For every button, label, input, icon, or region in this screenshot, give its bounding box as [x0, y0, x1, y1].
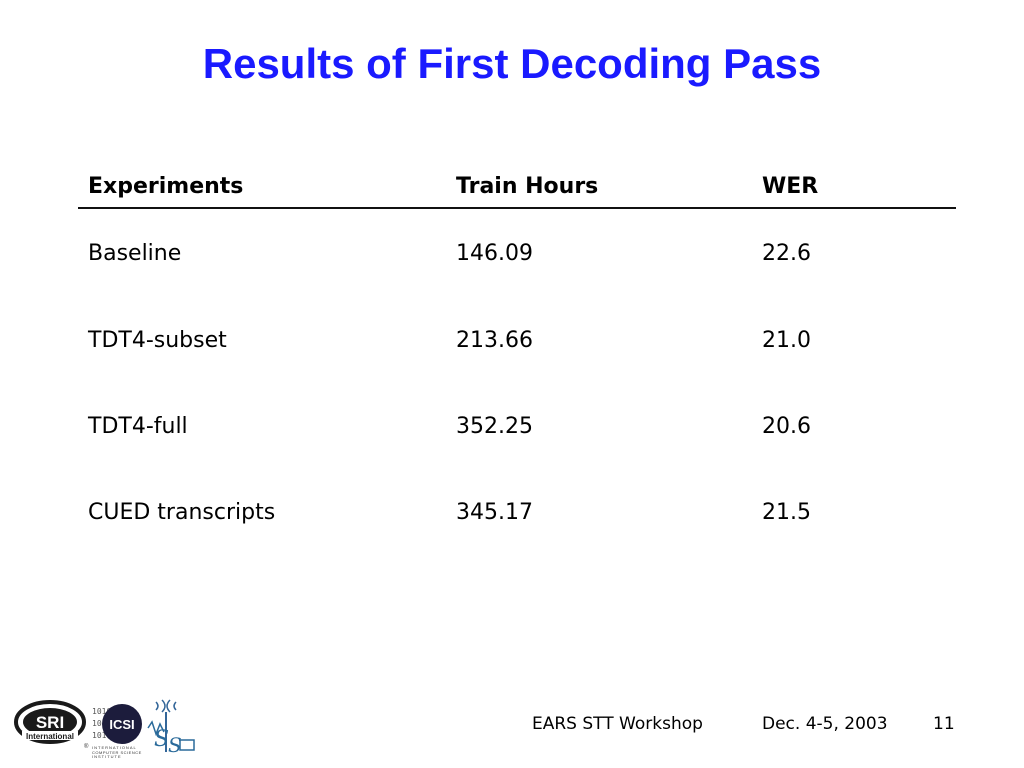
- svg-text:INTERNATIONAL: INTERNATIONAL: [92, 745, 137, 750]
- footer-date: Dec. 4-5, 2003: [762, 714, 888, 734]
- table-header: Experiments Train Hours WER: [78, 165, 956, 209]
- cell-experiment: TDT4-full: [88, 413, 188, 439]
- cell-experiment: Baseline: [88, 240, 182, 266]
- svg-text:1010: 1010: [92, 719, 111, 728]
- results-table: Experiments Train Hours WER Baseline 146…: [78, 165, 956, 555]
- svg-text:1010: 1010: [92, 707, 111, 716]
- svg-text:INSTITUTE: INSTITUTE: [92, 754, 122, 758]
- header-train-hours: Train Hours: [456, 173, 599, 199]
- svg-text:®: ®: [84, 743, 89, 750]
- svg-text:S: S: [168, 733, 182, 757]
- cell-wer: 21.0: [762, 327, 811, 353]
- cell-train-hours: 345.17: [456, 499, 533, 525]
- cell-wer: 22.6: [762, 240, 811, 266]
- cell-train-hours: 213.66: [456, 327, 533, 353]
- svg-text:SRI: SRI: [36, 713, 64, 732]
- cell-wer: 21.5: [762, 499, 811, 525]
- svg-text:S: S: [154, 727, 169, 752]
- svg-text:ICSI: ICSI: [109, 717, 134, 732]
- header-experiments: Experiments: [88, 173, 244, 199]
- header-wer: WER: [762, 173, 819, 199]
- cell-wer: 20.6: [762, 413, 811, 439]
- footer-page-number: 11: [933, 714, 955, 734]
- cell-train-hours: 352.25: [456, 413, 533, 439]
- logos-graphic: SRI International ® 1010 1010 1010 ICSI …: [14, 699, 195, 759]
- ssli-logo-icon: S S: [147, 699, 195, 757]
- footer-event: EARS STT Workshop: [532, 714, 703, 734]
- table-row: Baseline 146.09 22.6: [78, 209, 956, 297]
- cell-experiment: TDT4-subset: [88, 327, 227, 353]
- sri-logo-icon: SRI International ®: [14, 700, 89, 750]
- table-row: CUED transcripts 345.17 21.5: [78, 469, 956, 555]
- table-body: Baseline 146.09 22.6 TDT4-subset 213.66 …: [78, 209, 956, 555]
- table-row: TDT4-subset 213.66 21.0: [78, 297, 956, 383]
- cell-experiment: CUED transcripts: [88, 499, 276, 525]
- cell-train-hours: 146.09: [456, 240, 533, 266]
- slide-title: Results of First Decoding Pass: [202, 40, 822, 87]
- svg-text:COMPUTER SCIENCE: COMPUTER SCIENCE: [92, 750, 142, 755]
- svg-text:International: International: [26, 732, 74, 741]
- icsi-logo-icon: 1010 1010 1010 ICSI INTERNATIONAL COMPUT…: [92, 704, 142, 759]
- svg-text:1010: 1010: [92, 731, 111, 740]
- footer-logos: SRI International ® 1010 1010 1010 ICSI …: [14, 698, 196, 759]
- table-row: TDT4-full 352.25 20.6: [78, 383, 956, 469]
